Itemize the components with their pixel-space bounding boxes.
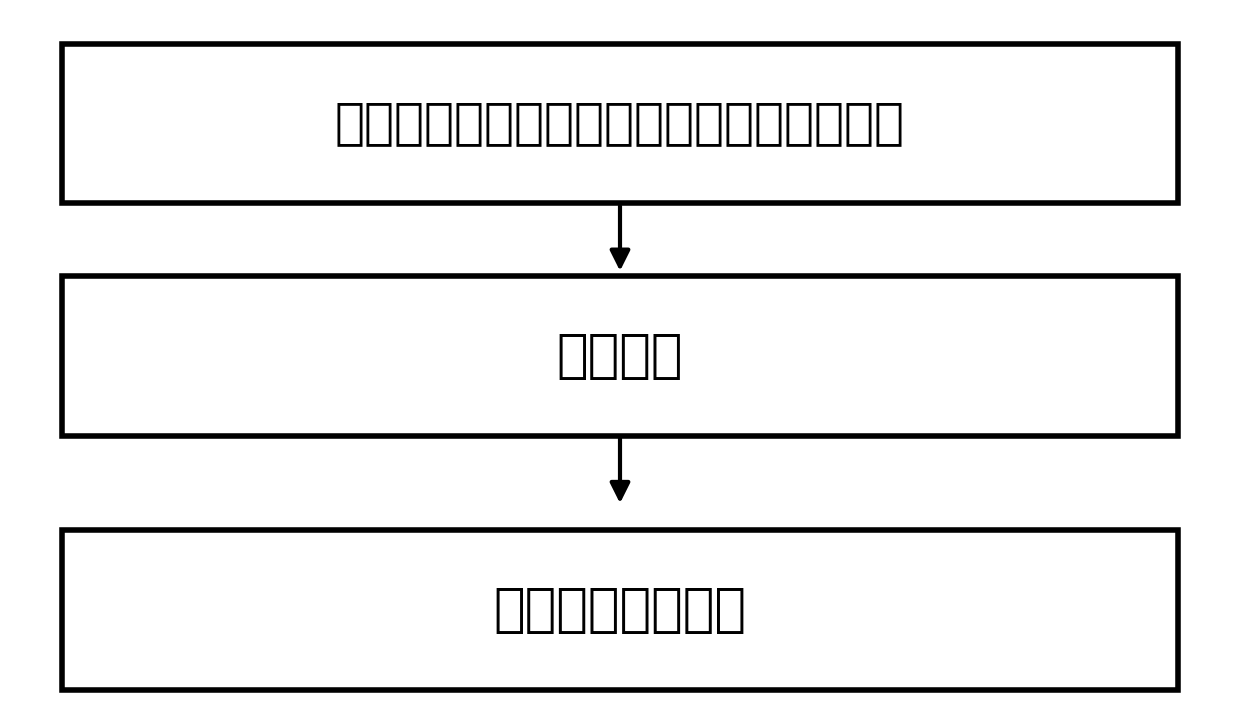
Text: 零件建模: 零件建模 bbox=[557, 330, 683, 382]
Text: 设定零件外形模型定位坐标基准点和基准面: 设定零件外形模型定位坐标基准点和基准面 bbox=[335, 99, 905, 147]
FancyBboxPatch shape bbox=[62, 44, 1178, 203]
FancyBboxPatch shape bbox=[62, 276, 1178, 436]
Text: 重构缺陷三维坐标: 重构缺陷三维坐标 bbox=[494, 584, 746, 636]
FancyBboxPatch shape bbox=[62, 530, 1178, 690]
